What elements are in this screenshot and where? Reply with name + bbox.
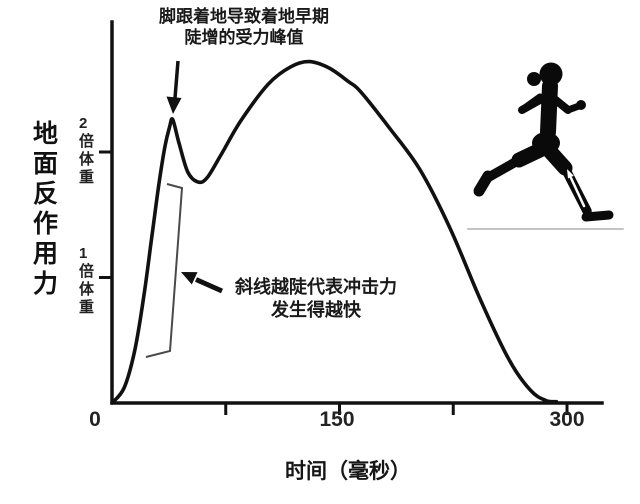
x-axis-title: 时间（毫秒） xyxy=(285,460,411,483)
slope-annotation-line1: 斜线越陡代表冲击力 xyxy=(235,277,397,297)
slope-annotation-line2: 发生得越快 xyxy=(271,300,361,320)
runner-fist xyxy=(576,100,586,110)
runner-back-shoe xyxy=(473,170,494,197)
x-axis-ticks xyxy=(224,403,569,415)
x-tick-label-150: 150 xyxy=(319,408,355,431)
x-tick-label-0: 0 xyxy=(89,408,101,431)
slope-arrow-icon xyxy=(181,272,224,294)
y-axis-ticks xyxy=(99,150,113,279)
slope-annotation: 斜线越陡代表冲击力 发生得越快 xyxy=(235,276,397,322)
y-tick-label-2bw: 2倍体重 xyxy=(79,115,95,186)
impact-peak-annotation-line2: 陡增的受力峰值 xyxy=(184,28,304,47)
impact-peak-arrow-icon xyxy=(166,60,182,114)
runner-back-shin xyxy=(484,155,524,182)
x-tick-label-300: 300 xyxy=(549,408,585,431)
impact-peak-annotation-line1: 脚跟着地导致着地早期 xyxy=(159,7,329,26)
runner-icon xyxy=(467,62,624,230)
y-tick-label-1bw: 1倍体重 xyxy=(79,245,95,316)
impact-peak-annotation: 脚跟着地导致着地早期 陡增的受力峰值 xyxy=(159,6,329,48)
shin-force-arrow-icon xyxy=(567,169,586,208)
slope-bracket xyxy=(145,183,184,358)
grf-curve-line xyxy=(110,59,559,405)
runner-back-forearm xyxy=(518,93,544,114)
runner-ponytail xyxy=(527,72,541,86)
y-axis-title: 地面反作用力 xyxy=(33,120,59,298)
runner-front-foot xyxy=(581,210,614,222)
